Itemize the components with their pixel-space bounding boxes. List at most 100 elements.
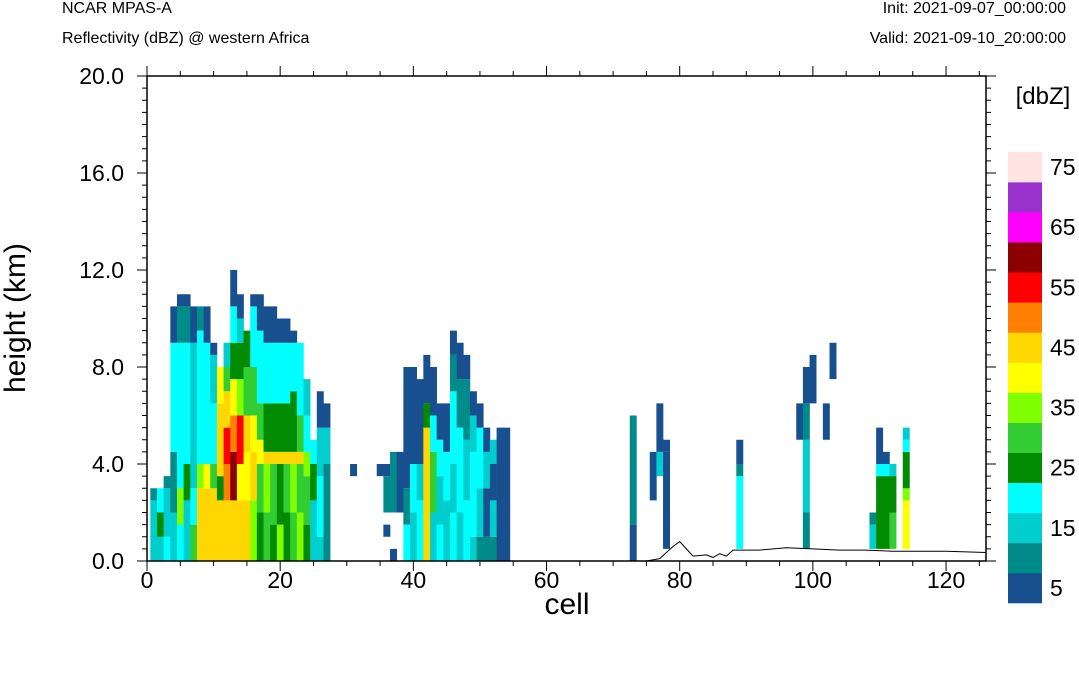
reflectivity-cell (276, 524, 284, 562)
colorbar-label: 5 (1050, 575, 1063, 601)
x-axis-label: cell (544, 588, 589, 621)
reflectivity-cell (276, 464, 284, 525)
colorbar-unit-label: [dbZ] (1016, 83, 1071, 110)
reflectivity-cell (183, 342, 191, 464)
colorbar-label: 75 (1050, 154, 1076, 180)
reflectivity-cell (316, 391, 324, 428)
reflectivity-cell (649, 451, 657, 501)
reflectivity-cell (256, 294, 264, 331)
x-tick-label: 20 (267, 567, 293, 593)
reflectivity-cell (489, 500, 497, 537)
reflectivity-cell (882, 451, 890, 465)
reflectivity-cell (176, 488, 184, 525)
reflectivity-cell (176, 524, 184, 562)
colorbar-swatch (1008, 212, 1042, 243)
colorbar-swatch (1008, 302, 1042, 333)
reflectivity-cell (449, 464, 457, 513)
reflectivity-cell (476, 403, 484, 428)
reflectivity-cell (323, 427, 331, 465)
terrain-line (147, 540, 987, 562)
reflectivity-cell (882, 476, 890, 549)
reflectivity-cell (170, 451, 178, 513)
reflectivity-cell (270, 342, 278, 404)
reflectivity-cell (270, 306, 278, 343)
reflectivity-cell (889, 512, 897, 549)
reflectivity-cell (869, 524, 877, 549)
reflectivity-cell (263, 451, 271, 465)
reflectivity-cell (476, 488, 484, 537)
reflectivity-cell (223, 500, 231, 562)
colorbar-swatch (1008, 572, 1042, 604)
reflectivity-cell (802, 512, 810, 549)
reflectivity-cell (223, 342, 231, 367)
reflectivity-cell (296, 464, 304, 513)
reflectivity-cell (236, 379, 244, 416)
reflectivity-cell (190, 342, 198, 489)
reflectivity-cell (170, 512, 178, 561)
reflectivity-cell (236, 318, 244, 343)
reflectivity-cell (416, 379, 424, 465)
reflectivity-cell (283, 512, 291, 561)
reflectivity-cell (223, 391, 231, 428)
reflectivity-cell (430, 367, 437, 416)
reflectivity-cell (290, 342, 298, 392)
reflectivity-cell (390, 451, 397, 513)
reflectivity-cell (203, 306, 211, 343)
reflectivity-cell (190, 488, 198, 525)
reflectivity-cell (250, 500, 258, 562)
reflectivity-cell (230, 270, 238, 307)
reflectivity-cell (430, 451, 437, 513)
reflectivity-cell (809, 354, 817, 404)
reflectivity-cell (223, 464, 231, 501)
reflectivity-cell (256, 403, 264, 440)
reflectivity-cell (303, 524, 311, 562)
reflectivity-cell (629, 524, 637, 562)
reflectivity-cell (230, 415, 238, 452)
reflectivity-cell (163, 488, 171, 537)
reflectivity-cell (256, 439, 264, 464)
reflectivity-cell (296, 512, 304, 561)
colorbar-label: 55 (1050, 274, 1076, 300)
reflectivity-cell (283, 451, 291, 465)
reflectivity-cell (410, 464, 417, 513)
reflectivity-cell (223, 367, 231, 392)
reflectivity-cell (250, 306, 258, 368)
reflectivity-cell (869, 512, 877, 525)
reflectivity-cell (290, 330, 298, 343)
reflectivity-cell (456, 512, 464, 561)
reflectivity-cell (296, 415, 304, 452)
colorbar-swatch (1008, 272, 1042, 303)
reflectivity-cell (310, 464, 318, 501)
reflectivity-cell (656, 403, 664, 452)
reflectivity-cell (483, 451, 491, 489)
reflectivity-cell (663, 451, 671, 549)
colorbar-swatch (1008, 362, 1042, 393)
reflectivity-cell (176, 294, 184, 307)
colorbar-swatch (1008, 152, 1042, 183)
reflectivity-cell (290, 391, 298, 452)
reflectivity-cell (463, 379, 471, 440)
reflectivity-cell (383, 464, 391, 477)
reflectivity-cell (489, 439, 497, 464)
reflectivity-cell (736, 476, 744, 549)
reflectivity-cell (876, 464, 884, 477)
reflectivity-cell (236, 342, 244, 380)
reflectivity-cell (736, 464, 744, 477)
reflectivity-cell (449, 354, 457, 392)
reflectivity-cell (436, 476, 444, 525)
reflectivity-cell (163, 476, 171, 489)
colorbar-swatch (1008, 452, 1042, 484)
reflectivity-cell (310, 439, 318, 464)
y-tick-label: 16.0 (79, 160, 124, 186)
reflectivity-cell (243, 500, 251, 562)
x-tick-label: 0 (141, 567, 154, 593)
reflectivity-cell (656, 451, 664, 477)
reflectivity-cell (416, 464, 424, 501)
reflectivity-cell (449, 330, 457, 355)
reflectivity-cell (902, 451, 910, 489)
reflectivity-cell (449, 391, 457, 464)
reflectivity-cell (403, 367, 411, 489)
reflectivity-cell (263, 403, 271, 452)
reflectivity-cell (156, 536, 164, 561)
reflectivity-cell (469, 451, 477, 537)
